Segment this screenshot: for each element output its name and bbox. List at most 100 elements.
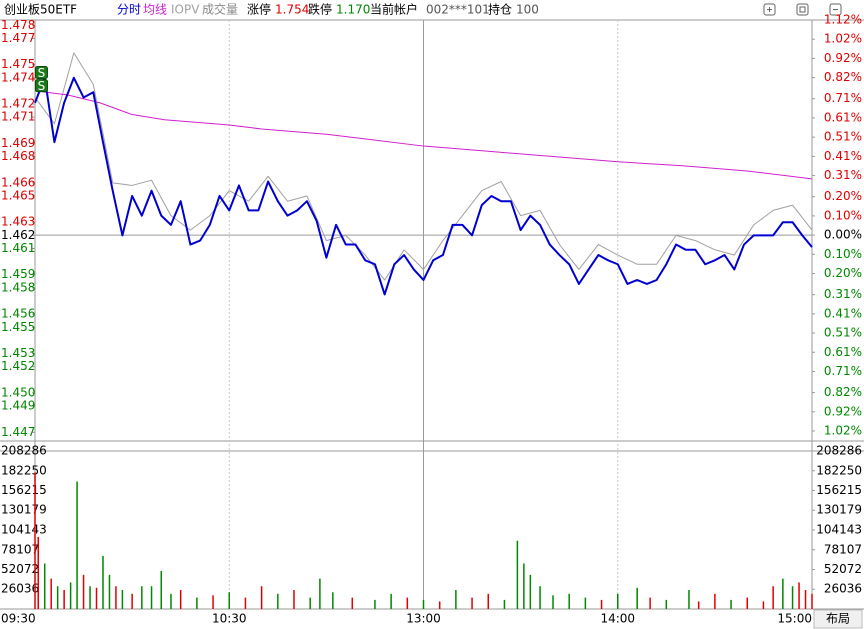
y-tick-label: 1.477 [1,31,35,45]
x-tick-label: 14:00 [600,612,635,626]
y-tick-label: 1.456 [1,307,35,321]
y-tick-label: 1.455 [1,320,35,334]
y2-tick-label: 0.61% [824,110,862,124]
legend-entry[interactable]: 分时 [117,3,141,17]
y-tick-label: 1.453 [1,346,35,360]
y2-tick-label: 1.02% [824,424,862,438]
y-tick-label: 1.472 [1,97,35,111]
y-tick-label: 1.458 [1,280,35,294]
volume-bar [34,472,36,609]
volume-bar [260,586,263,609]
volume-bar [277,593,279,609]
y-tick-label: 1.474 [1,70,35,84]
volume-bar [43,563,46,609]
volume-bar [438,601,441,609]
y2-tick-label: 0.82% [824,385,862,399]
volume-bar [160,571,163,609]
y-tick-label: 1.468 [1,149,35,163]
y-tick-label: 1.475 [1,57,35,71]
y2-tick-label: 0.20% [824,266,862,280]
y-tick-label: 1.459 [1,267,35,281]
volume-bar [422,599,425,609]
restore-button[interactable] [796,3,809,16]
price-line [34,76,813,296]
y-tick-label: 1.450 [1,385,35,399]
volume-bar [121,590,124,609]
volume-tick-label: 208286 [816,444,862,458]
volume-bar [76,481,78,609]
price-line [34,52,813,281]
volume-tick-label: 78107 [824,542,862,556]
y2-tick-label: 0.71% [824,91,862,105]
layout-button-label[interactable]: 布局 [826,612,850,626]
layout-button[interactable] [813,609,863,629]
volume-bar [141,586,143,609]
volume-bar [244,597,247,609]
y-tick-label: 1.466 [1,175,35,189]
x-tick-label: 15:00 [777,612,812,626]
volume-bar [730,599,732,609]
volume-tick-label: 52072 [824,562,862,576]
y2-tick-label: 0.31% [824,287,862,301]
y-tick-label: 1.463 [1,215,35,229]
y-tick-label: 1.461 [1,241,35,255]
legend-entry[interactable]: 均线 [143,3,167,17]
y-tick-label: 1.469 [1,136,35,150]
minimize-button[interactable] [829,3,842,16]
volume-bar [69,582,72,609]
info-label: 跌停 [308,2,332,17]
trade-marker-label: S [38,66,46,80]
volume-bar [772,586,774,609]
volume-bar [108,574,111,609]
volume-bar [89,586,91,609]
volume-bar [688,590,690,609]
y2-tick-label: 0.31% [824,168,862,182]
volume-tick-label: 156215 [816,483,862,497]
volume-tick-label: 130179 [1,503,47,517]
info-label: 持仓 [488,2,512,17]
y2-tick-label: 1.02% [824,32,862,46]
legend-entry[interactable]: IOPV [171,3,200,17]
volume-bar [37,536,39,609]
volume-bar [115,586,117,609]
volume-bar [487,593,489,609]
y2-tick-label: 0.10% [824,208,862,222]
trade-marker [34,79,48,93]
volume-bar [529,574,532,609]
volume-bar [516,540,519,609]
volume-bar [131,593,133,609]
volume-bar [309,597,311,609]
volume-tick-label: 26036 [824,582,862,596]
x-tick-label: 13:00 [406,612,441,626]
volume-bar [811,593,813,609]
y2-tick-label: 0.20% [824,189,862,203]
volume-bar [665,599,668,609]
volume-bar [374,599,376,609]
volume-tick-label: 182250 [1,463,47,477]
info-value: 1.754 [275,3,309,17]
volume-tick-label: 104143 [816,523,862,537]
volume-bar [390,593,392,609]
volume-bar [293,590,295,609]
volume-bar [50,578,52,609]
volume-bar [95,587,98,609]
volume-tick-label: 156215 [1,483,47,497]
volume-bar [503,599,506,609]
volume-bar [649,597,651,609]
volume-bar [332,592,334,609]
y2-tick-label: 0.71% [824,364,862,378]
info-label: 当前帐户 [370,2,418,17]
volume-bar [455,590,457,609]
volume-bar [804,590,807,609]
volume-bar [714,593,716,609]
volume-bar [319,578,321,609]
legend-entry[interactable]: 成交量 [202,2,238,17]
volume-bar [102,555,104,609]
volume-bar [63,590,65,609]
volume-bar [82,574,85,609]
trade-marker [34,66,48,80]
volume-bar [617,593,619,609]
zoom-in-button[interactable] [763,3,776,16]
